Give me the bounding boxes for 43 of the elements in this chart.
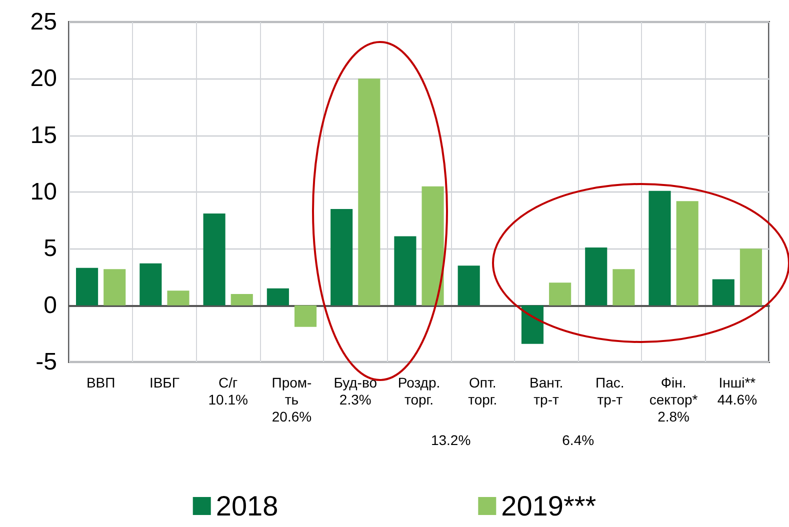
y-tick-label: 10 <box>30 178 57 206</box>
bar <box>203 214 226 306</box>
x-tick-label: Фін. сектор* 2.8% <box>649 374 698 424</box>
x-tick-label: Опт. торг. <box>468 374 498 408</box>
bar <box>76 268 98 306</box>
bar <box>612 269 635 306</box>
bar <box>266 288 289 306</box>
y-tick-label: 25 <box>30 8 57 36</box>
bar <box>712 279 734 306</box>
bar <box>294 305 317 327</box>
legend-label: 2019*** <box>501 490 596 522</box>
x-tick-label: Буд-во 2.3% <box>334 374 378 408</box>
y-tick-label: 0 <box>44 292 57 319</box>
bar <box>167 290 190 306</box>
bar <box>230 294 253 306</box>
bar <box>676 201 698 306</box>
x-tick-label: Роздр. торг. <box>398 374 440 408</box>
bar <box>330 209 353 306</box>
x-tick-label: С/г 10.1% <box>208 374 248 408</box>
bar <box>521 305 544 344</box>
bar <box>394 236 416 306</box>
bar <box>358 78 380 306</box>
x-tick-label: Пас. тр-т <box>596 374 624 408</box>
x-tick-label: Вант. тр-т <box>529 374 564 408</box>
bar <box>422 186 444 306</box>
bar <box>104 269 126 306</box>
bar <box>549 282 572 306</box>
text: 13.2% <box>430 432 471 448</box>
text: 6.4% <box>562 432 594 448</box>
bar <box>648 190 671 306</box>
y-tick-label: 15 <box>30 122 57 149</box>
x-tick-label: Інші** 44.6% <box>717 374 758 408</box>
bar <box>140 263 162 306</box>
y-tick-label: -5 <box>36 348 57 376</box>
bar <box>740 248 762 306</box>
x-tick-label: Пром- ть 20.6% <box>272 374 312 424</box>
bar <box>458 266 480 306</box>
legend-label: 2018 <box>216 490 278 522</box>
x-tick-label: ІВБГ <box>149 374 180 390</box>
y-tick-label: 5 <box>44 235 57 262</box>
x-tick-label: ВВП <box>86 374 116 390</box>
y-tick-label: 20 <box>30 65 57 92</box>
bar <box>585 248 608 306</box>
